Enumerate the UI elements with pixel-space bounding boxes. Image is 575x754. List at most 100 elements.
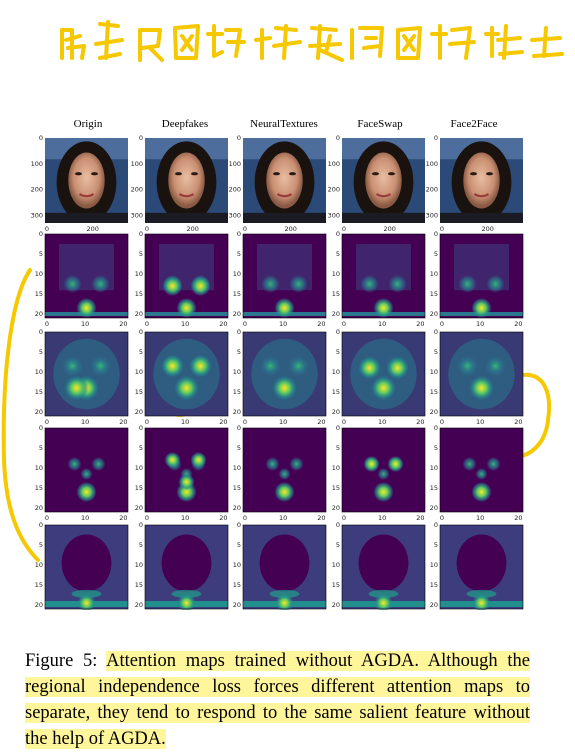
x-tick-label: 10	[181, 514, 189, 522]
y-tick-label: 10	[430, 270, 438, 278]
figure-caption: Figure 5: Attention maps trained without…	[25, 648, 530, 752]
y-tick-label: 200	[426, 186, 438, 194]
y-tick-label: 15	[135, 290, 143, 298]
y-tick-label: 5	[336, 250, 340, 258]
y-tick-label: 10	[35, 464, 43, 472]
x-tick-label: 10	[279, 418, 287, 426]
panel-r2-c5	[440, 234, 523, 318]
y-tick-label: 20	[233, 408, 241, 416]
y-tick-label: 0	[237, 134, 241, 142]
panel-r4-c2	[145, 428, 228, 512]
x-tick-label: 0	[440, 418, 444, 426]
y-tick-label: 10	[332, 561, 340, 569]
x-tick-label: 20	[119, 418, 127, 426]
y-tick-label: 15	[233, 484, 241, 492]
x-tick-label: 0	[440, 225, 444, 233]
y-tick-label: 15	[430, 388, 438, 396]
y-tick-label: 0	[139, 424, 143, 432]
y-tick-label: 0	[139, 230, 143, 238]
y-tick-label: 0	[336, 134, 340, 142]
x-tick-label: 0	[342, 225, 346, 233]
x-tick-label: 0	[243, 514, 247, 522]
y-tick-label: 0	[237, 230, 241, 238]
y-tick-label: 0	[39, 424, 43, 432]
x-tick-label: 10	[476, 514, 484, 522]
y-tick-label: 5	[336, 348, 340, 356]
y-tick-label: 10	[135, 464, 143, 472]
y-tick-label: 15	[233, 581, 241, 589]
x-tick-label: 0	[243, 320, 247, 328]
y-tick-label: 10	[233, 368, 241, 376]
y-tick-label: 5	[237, 348, 241, 356]
y-tick-label: 20	[233, 504, 241, 512]
y-tick-label: 10	[332, 368, 340, 376]
x-tick-label: 10	[81, 418, 89, 426]
y-tick-label: 10	[430, 561, 438, 569]
y-tick-label: 20	[430, 408, 438, 416]
y-tick-label: 100	[229, 160, 241, 168]
y-tick-label: 15	[332, 290, 340, 298]
y-tick-label: 10	[135, 368, 143, 376]
y-tick-label: 0	[336, 328, 340, 336]
y-tick-label: 20	[35, 504, 43, 512]
y-tick-label: 10	[332, 464, 340, 472]
panel-r3-c2	[145, 332, 228, 416]
y-tick-label: 20	[135, 408, 143, 416]
y-tick-label: 20	[135, 310, 143, 318]
y-tick-label: 10	[135, 561, 143, 569]
y-tick-label: 0	[39, 134, 43, 142]
y-tick-label: 20	[430, 601, 438, 609]
panel-r5-c5	[440, 525, 523, 610]
x-tick-label: 10	[81, 514, 89, 522]
panel-r4-c5	[440, 428, 523, 512]
x-tick-label: 0	[145, 225, 149, 233]
x-tick-label: 10	[181, 320, 189, 328]
panel-r4-c4	[342, 428, 425, 512]
y-tick-label: 0	[139, 134, 143, 142]
panel-r3-c5	[440, 332, 523, 416]
y-tick-label: 5	[237, 541, 241, 549]
y-tick-label: 0	[336, 521, 340, 529]
y-tick-label: 15	[430, 581, 438, 589]
panel-r4-c1	[45, 428, 128, 512]
x-tick-label: 200	[284, 225, 296, 233]
y-tick-label: 100	[328, 160, 340, 168]
y-tick-label: 5	[434, 541, 438, 549]
y-tick-label: 0	[434, 424, 438, 432]
caption-label: Figure 5:	[25, 651, 106, 671]
y-tick-label: 0	[237, 424, 241, 432]
panel-r1-c3	[243, 138, 326, 223]
y-tick-label: 300	[229, 211, 241, 219]
x-tick-label: 0	[243, 418, 247, 426]
panel-r5-c2	[145, 525, 228, 610]
y-tick-label: 20	[332, 601, 340, 609]
y-tick-label: 15	[135, 388, 143, 396]
y-tick-label: 0	[139, 328, 143, 336]
x-tick-label: 10	[81, 320, 89, 328]
y-tick-label: 15	[332, 484, 340, 492]
y-tick-label: 5	[139, 444, 143, 452]
x-tick-label: 20	[514, 418, 522, 426]
y-tick-label: 20	[332, 310, 340, 318]
y-tick-label: 20	[332, 408, 340, 416]
x-tick-label: 10	[378, 418, 386, 426]
y-tick-label: 300	[131, 211, 143, 219]
column-header-deepfakes: Deepfakes	[137, 118, 233, 130]
x-tick-label: 0	[45, 320, 49, 328]
x-tick-label: 20	[119, 514, 127, 522]
y-tick-label: 300	[426, 211, 438, 219]
x-tick-label: 0	[440, 514, 444, 522]
y-tick-label: 10	[35, 561, 43, 569]
y-tick-label: 10	[233, 561, 241, 569]
x-tick-label: 20	[119, 320, 127, 328]
y-tick-label: 15	[35, 581, 43, 589]
y-tick-label: 20	[233, 601, 241, 609]
y-tick-label: 200	[31, 186, 43, 194]
x-tick-label: 0	[342, 320, 346, 328]
x-tick-label: 10	[378, 320, 386, 328]
y-tick-label: 200	[229, 186, 241, 194]
panel-r1-c1	[45, 138, 128, 223]
x-tick-label: 20	[219, 418, 227, 426]
y-tick-label: 0	[434, 134, 438, 142]
